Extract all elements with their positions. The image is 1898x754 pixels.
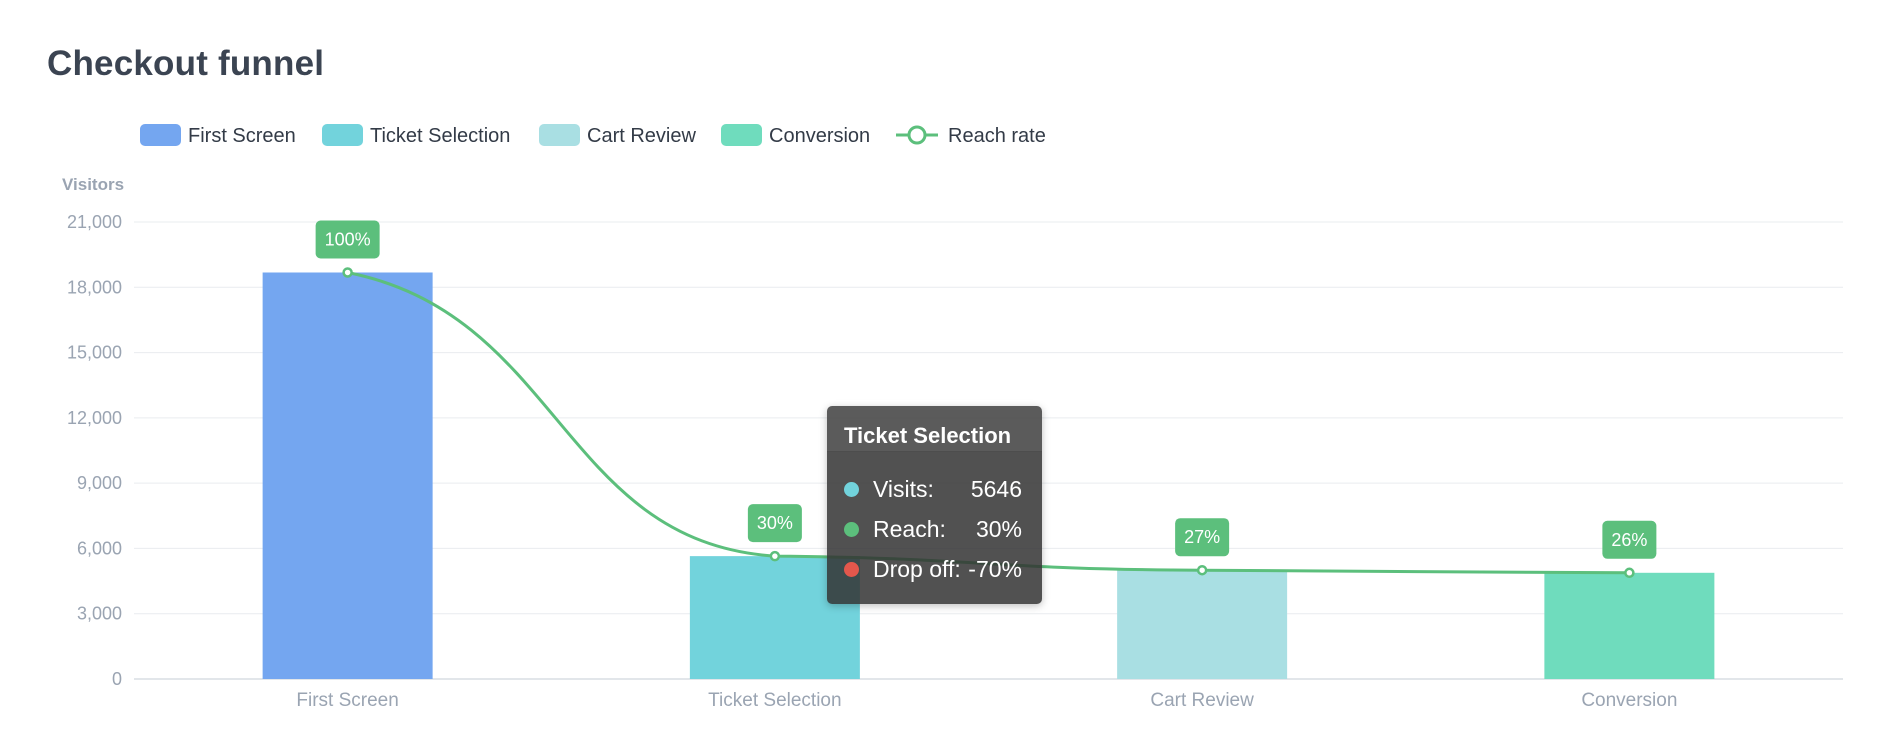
y-tick-label: 12,000 <box>67 408 122 428</box>
y-tick-label: 21,000 <box>67 212 122 232</box>
bar[interactable] <box>262 272 433 679</box>
data-label: 100% <box>315 220 380 259</box>
tooltip-row-drop-off: Drop off: -70% <box>844 554 1022 584</box>
legend-item[interactable]: Conversion <box>721 124 870 147</box>
data-label-text: 30% <box>757 513 793 533</box>
y-axis-title: Visitors <box>62 175 124 194</box>
data-label-text: 100% <box>325 229 371 249</box>
legend-swatch <box>140 124 181 146</box>
data-label-text: 27% <box>1184 527 1220 547</box>
y-tick-label: 6,000 <box>77 538 122 558</box>
reach-point[interactable] <box>1624 567 1635 579</box>
data-label-badge <box>1175 518 1230 557</box>
legend-item[interactable]: Ticket Selection <box>322 124 510 147</box>
y-tick-label: 3,000 <box>77 604 122 624</box>
tooltip-dot-reach <box>844 522 859 537</box>
tooltip-row-visits: Visits: 5646 <box>844 474 1022 504</box>
legend-item[interactable]: Cart Review <box>539 124 696 147</box>
legend-item[interactable]: First Screen <box>140 124 296 147</box>
y-tick-label: 15,000 <box>67 343 122 363</box>
data-label-badge <box>1602 520 1657 559</box>
tooltip-label: Reach: <box>873 516 946 542</box>
legend-swatch <box>539 124 580 146</box>
legend-item[interactable]: Reach rate <box>896 125 1046 147</box>
tooltip: Ticket Selection Visits: 5646 Reach: 30%… <box>827 406 1042 604</box>
x-tick-label: First Screen <box>296 690 398 711</box>
tooltip-value: 5646 <box>970 476 1022 502</box>
tooltip-value: -70% <box>968 556 1022 582</box>
reach-point[interactable] <box>1196 564 1208 576</box>
x-tick-label: Cart Review <box>1150 690 1254 711</box>
data-labels: 100% 30% 27% 26% <box>315 220 1657 559</box>
legend-swatch <box>322 124 363 146</box>
bar[interactable] <box>1544 572 1715 679</box>
legend-label: Ticket Selection <box>370 125 510 147</box>
y-tick-label: 18,000 <box>67 277 122 297</box>
data-label-badge <box>747 504 802 543</box>
data-label: 30% <box>747 504 802 543</box>
legend: First Screen Ticket Selection Cart Review C… <box>140 124 1046 147</box>
legend-point-marker <box>907 125 927 145</box>
tooltip-dot-visits <box>844 482 859 497</box>
x-tick-label: Ticket Selection <box>708 690 841 711</box>
bar[interactable] <box>1117 570 1288 679</box>
y-tick-label: 9,000 <box>77 473 122 493</box>
legend-label: Conversion <box>769 125 870 147</box>
data-label: 26% <box>1602 520 1657 559</box>
data-label-badge <box>315 220 380 259</box>
legend-label: Cart Review <box>587 125 696 147</box>
y-axis-ticks: 0 3,000 6,000 9,000 12,000 15,000 18,000 21,000 <box>67 212 122 689</box>
bars <box>262 272 1715 679</box>
tooltip-title: Ticket Selection <box>827 406 1042 452</box>
x-tick-label: Conversion <box>1581 690 1677 711</box>
x-axis-labels: First Screen Ticket Selection Cart Review C… <box>296 690 1677 711</box>
legend-label: Reach rate <box>948 125 1046 147</box>
y-tick-label: 0 <box>112 669 122 689</box>
legend-swatch <box>721 124 762 146</box>
tooltip-label: Visits: <box>873 476 934 502</box>
reach-point[interactable] <box>769 550 781 562</box>
tooltip-row-reach: Reach: 30% <box>844 514 1022 544</box>
data-label-text: 26% <box>1611 530 1647 550</box>
data-label: 27% <box>1175 518 1230 557</box>
chart-title: Checkout funnel <box>47 44 325 83</box>
tooltip-label: Drop off: <box>873 556 961 582</box>
legend-label: First Screen <box>188 125 296 147</box>
tooltip-value: 30% <box>975 516 1022 542</box>
reach-point[interactable] <box>342 267 353 278</box>
tooltip-dot-drop-off <box>844 562 859 577</box>
